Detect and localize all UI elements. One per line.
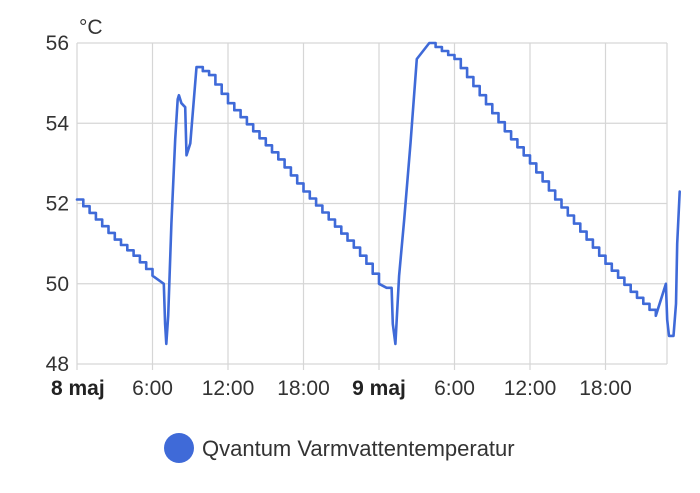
legend[interactable]: Qvantum Varmvattentemperatur — [164, 433, 515, 463]
y-tick-label: 54 — [46, 112, 70, 135]
series-layer — [75, 41, 681, 346]
x-tick-label: 6:00 — [132, 377, 173, 400]
y-tick-label: 56 — [46, 32, 69, 55]
x-tick-label: 6:00 — [434, 377, 475, 400]
axes: 48 50 52 54 56 8 maj 6:00 12:00 18:00 9 maj 6:00 12… — [46, 32, 632, 400]
series-line[interactable] — [75, 41, 681, 346]
y-axis-unit-label: °C — [79, 16, 103, 39]
y-tick-label: 52 — [46, 193, 69, 216]
legend-swatch-icon[interactable] — [164, 433, 194, 463]
x-tick-label: 18:00 — [277, 377, 330, 400]
x-tick-label: 9 maj — [352, 377, 406, 400]
x-tick-label: 18:00 — [579, 377, 632, 400]
x-tick-label: 8 maj — [51, 377, 105, 400]
legend-label[interactable]: Qvantum Varmvattentemperatur — [202, 436, 515, 461]
x-tick-label: 12:00 — [202, 377, 255, 400]
x-tick-label: 12:00 — [504, 377, 557, 400]
y-tick-label: 48 — [46, 353, 69, 376]
y-tick-label: 50 — [46, 273, 69, 296]
